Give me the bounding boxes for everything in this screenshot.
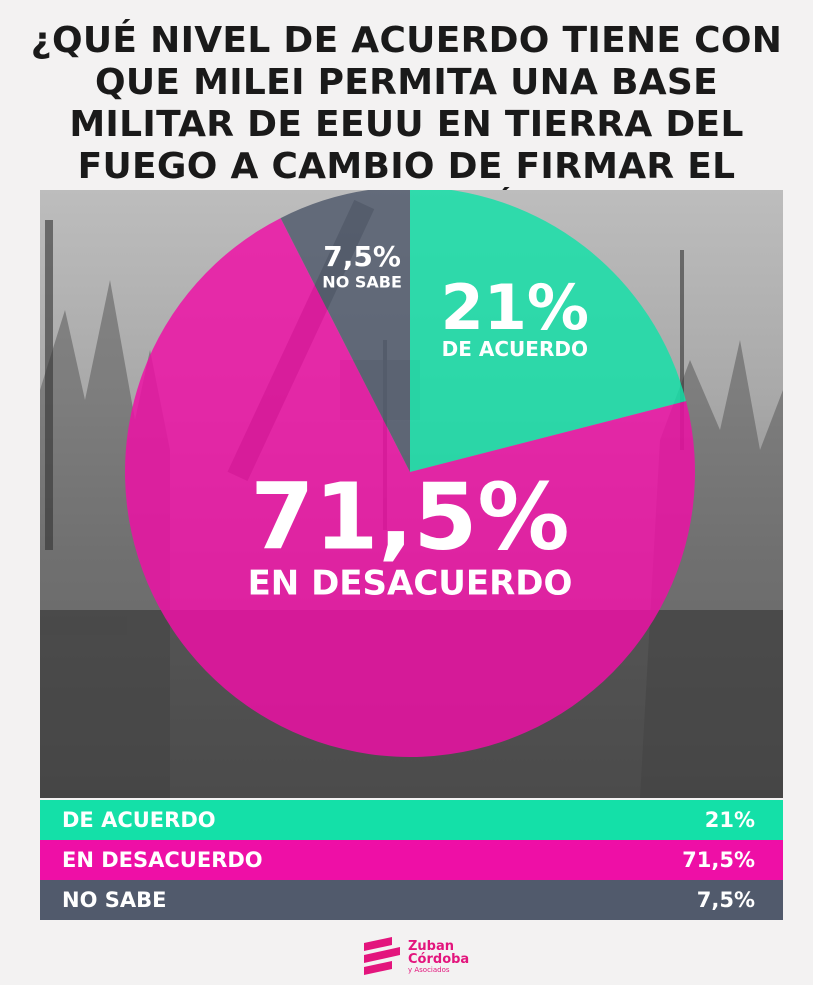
- legend-label-unknown: NO SABE: [62, 888, 167, 912]
- legend-label-agree: DE ACUERDO: [62, 808, 216, 832]
- background-photo: 21% DE ACUERDO 71,5% EN DESACUERDO 7,5% NO SA…: [40, 190, 783, 798]
- pie-slice-unknown: [280, 190, 410, 472]
- logo-mark-icon: [364, 937, 400, 975]
- legend-value-unknown: 7,5%: [696, 888, 755, 912]
- slice-value-label-disagree: 71,5%: [250, 463, 569, 570]
- logo-line1: Zuban: [408, 938, 455, 954]
- slice-category-label-agree: DE ACUERDO: [442, 337, 588, 361]
- legend-row-agree: DE ACUERDO 21%: [40, 800, 783, 840]
- logo-line3: y Asociados: [408, 965, 450, 974]
- slice-value-label-unknown: 7,5%: [323, 240, 401, 273]
- legend-row-disagree: EN DESACUERDO 71,5%: [40, 840, 783, 880]
- legend-row-unknown: NO SABE 7,5%: [40, 880, 783, 920]
- pie-slice-agree: [410, 190, 687, 472]
- legend-value-agree: 21%: [704, 808, 755, 832]
- logo-line2: Córdoba: [408, 951, 470, 967]
- legend: DE ACUERDO 21% EN DESACUERDO 71,5% NO SA…: [40, 800, 783, 920]
- brand-logo: Zuban Córdoba y Asociados: [362, 935, 469, 979]
- pie-slice-disagree: [125, 218, 696, 757]
- legend-label-disagree: EN DESACUERDO: [62, 848, 263, 872]
- slice-value-label-agree: 21%: [441, 271, 589, 344]
- pie-chart: 21%DE ACUERDO 71,5%EN DESACUERDO 7,5%NO SA…: [125, 190, 696, 757]
- legend-value-disagree: 71,5%: [682, 848, 755, 872]
- slice-category-label-disagree: EN DESACUERDO: [248, 563, 573, 603]
- slice-category-label-unknown: NO SABE: [322, 273, 402, 292]
